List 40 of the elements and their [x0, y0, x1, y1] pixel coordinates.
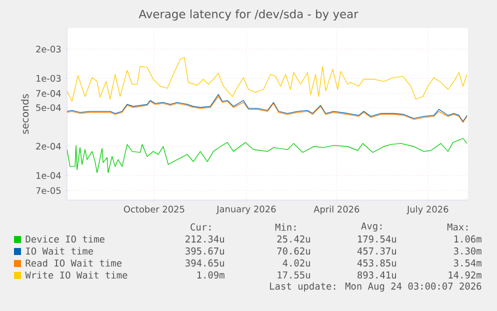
text: 1.09m [197, 271, 224, 279]
text: Min: [275, 223, 296, 231]
y-axis-title: seconds [20, 94, 29, 134]
y-tick-label: 1e-03 [36, 74, 61, 82]
x-tick-label: October 2025 [124, 206, 184, 213]
chart-title: Average latency for /dev/sda - by year [138, 9, 358, 21]
text: 212.34u [186, 235, 224, 243]
y-tick-label: 7e-04 [36, 90, 61, 97]
text: 457.37u [357, 247, 396, 255]
legend-label: Read IO Wait time [26, 259, 122, 267]
text: 25.42u [277, 235, 310, 243]
text: 1.06m [454, 235, 482, 243]
legend-label: IO Wait time [26, 247, 94, 255]
legend-label: Device IO time [26, 235, 104, 243]
text: Avg: [361, 222, 382, 232]
x-tick-label: January 2026 [216, 206, 276, 214]
text: 893.41u [358, 271, 396, 279]
text: 70.62u [277, 247, 310, 255]
y-tick-label: 5e-04 [36, 104, 61, 112]
text: 17.55u [278, 271, 310, 279]
text: 3.30m [454, 247, 482, 255]
text: 3.54m [454, 259, 482, 267]
text: 394.65u [186, 259, 224, 267]
y-tick-label: 2e-04 [36, 142, 61, 150]
x-tick-label: July 2026 [406, 206, 448, 214]
y-tick-label: 2e-03 [36, 46, 61, 53]
text: 395.67u [186, 247, 224, 255]
text: 4.02u [282, 259, 310, 267]
legend-label: Write IO Wait time [25, 271, 128, 279]
text: Max: [447, 223, 468, 231]
text: 179.54u [358, 235, 396, 243]
line-series [67, 138, 468, 174]
line-series [67, 56, 468, 102]
text: Cur: [190, 223, 211, 231]
text: Last update: Mon Aug 24 03:00:07 2026 [270, 282, 482, 292]
text: 14.92m [448, 271, 482, 279]
y-tick-label: 7e-05 [36, 187, 61, 194]
y-tick-label: 1e-04 [36, 172, 61, 179]
text: 453.85u [357, 259, 396, 267]
x-tick-label: April 2026 [314, 206, 360, 214]
